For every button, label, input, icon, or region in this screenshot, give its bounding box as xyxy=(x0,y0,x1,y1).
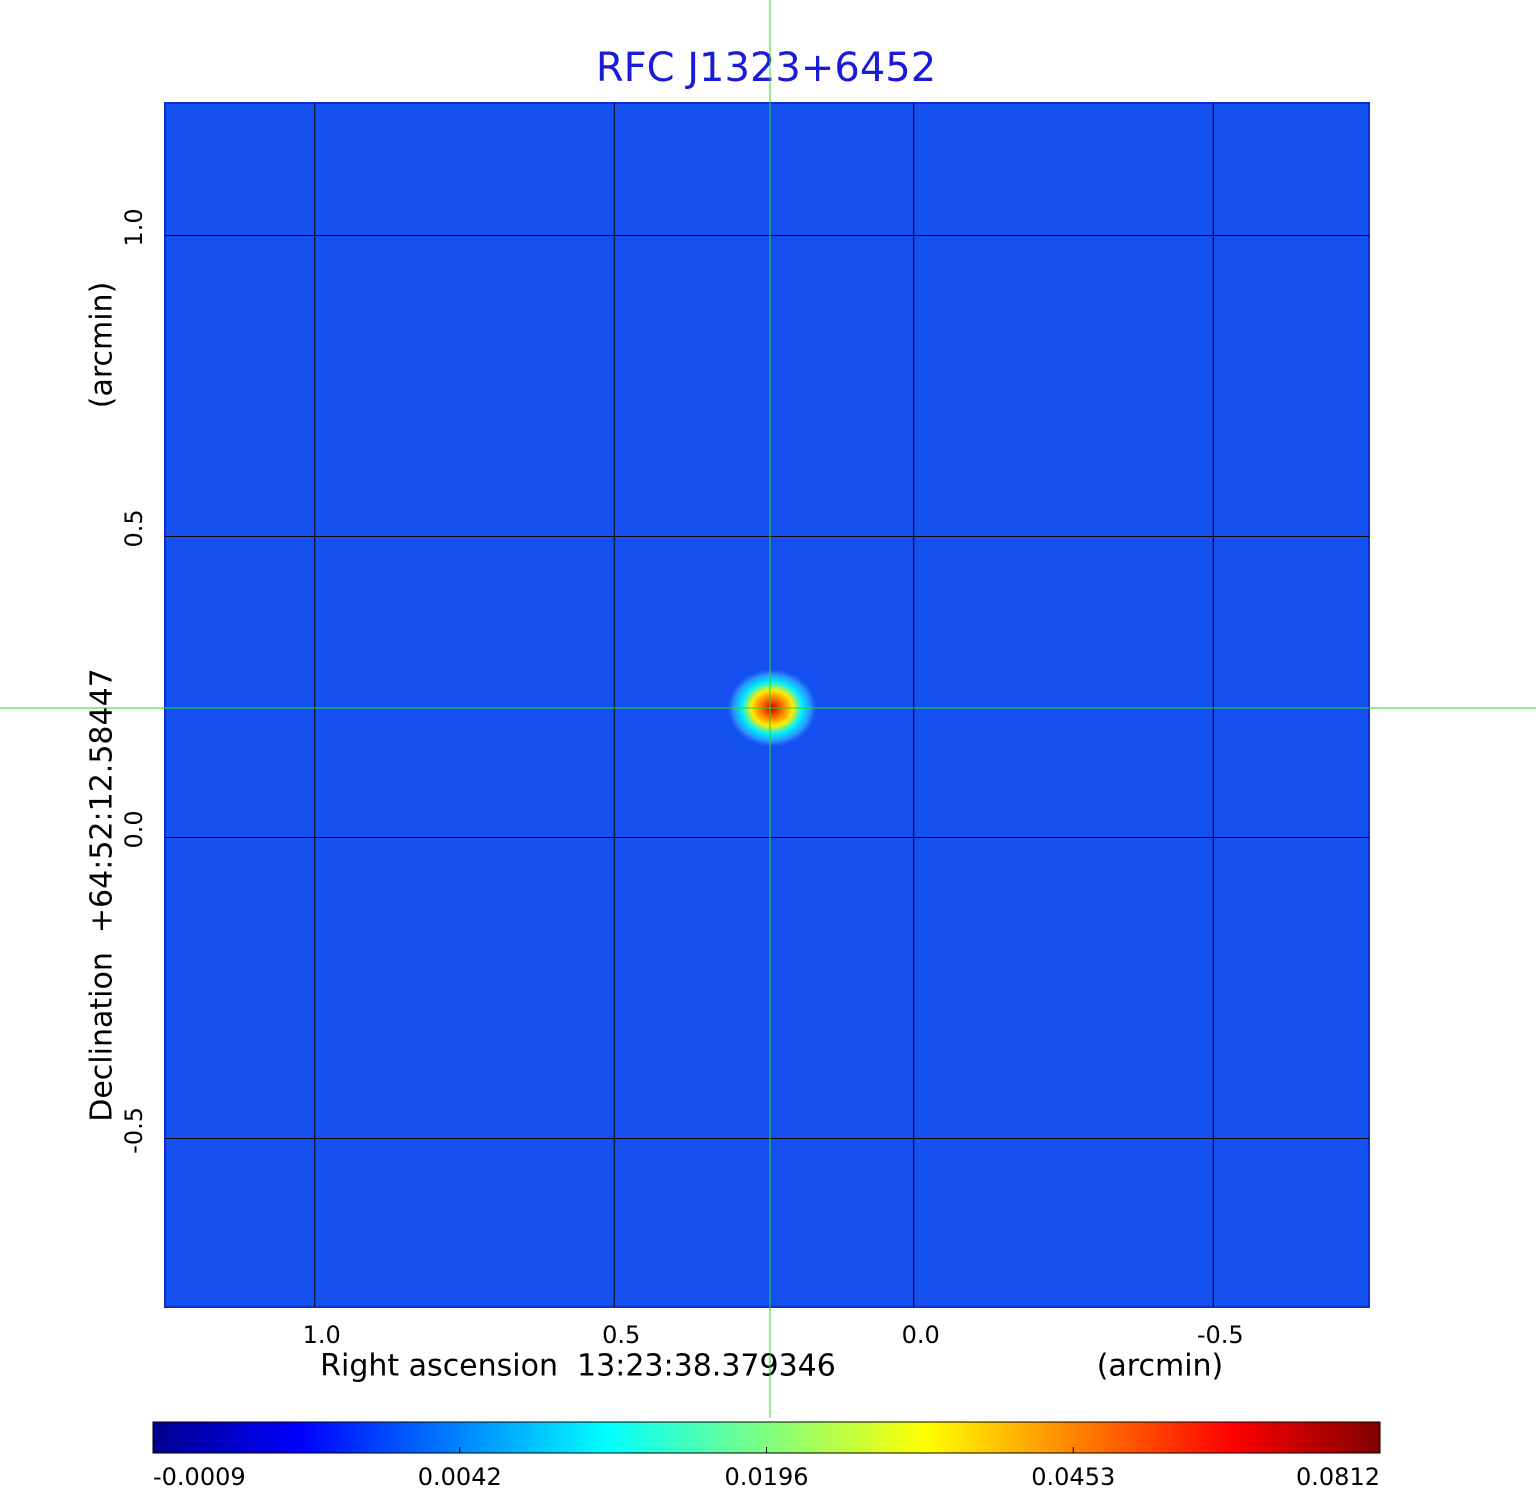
x-tick-label: 1.0 xyxy=(303,1321,341,1349)
x-tick-label: 0.0 xyxy=(902,1321,940,1349)
colorbar-tick-label: 0.0453 xyxy=(1031,1463,1115,1491)
y-tick-label: 0.0 xyxy=(120,810,148,848)
chart-title: RFC J1323+6452 xyxy=(596,45,936,91)
x-axis-label: Right ascension 13:23:38.379346 xyxy=(320,1349,836,1384)
y-tick-label: -0.5 xyxy=(120,1107,148,1154)
y-tick-label: 0.5 xyxy=(120,509,148,547)
y-axis-unit: (arcmin) xyxy=(85,282,120,409)
colorbar-tick-label: -0.0009 xyxy=(153,1463,246,1491)
y-tick-label: 1.0 xyxy=(120,208,148,246)
x-tick-label: 0.5 xyxy=(602,1321,640,1349)
x-tick-label: -0.5 xyxy=(1197,1321,1244,1349)
colorbar-tick-label: 0.0812 xyxy=(1296,1463,1380,1491)
y-axis-label: Declination +64:52:12.58447 xyxy=(85,668,120,1122)
colorbar-tick-label: 0.0196 xyxy=(725,1463,809,1491)
x-axis-unit: (arcmin) xyxy=(1097,1349,1224,1384)
colorbar-tick-label: 0.0042 xyxy=(418,1463,502,1491)
